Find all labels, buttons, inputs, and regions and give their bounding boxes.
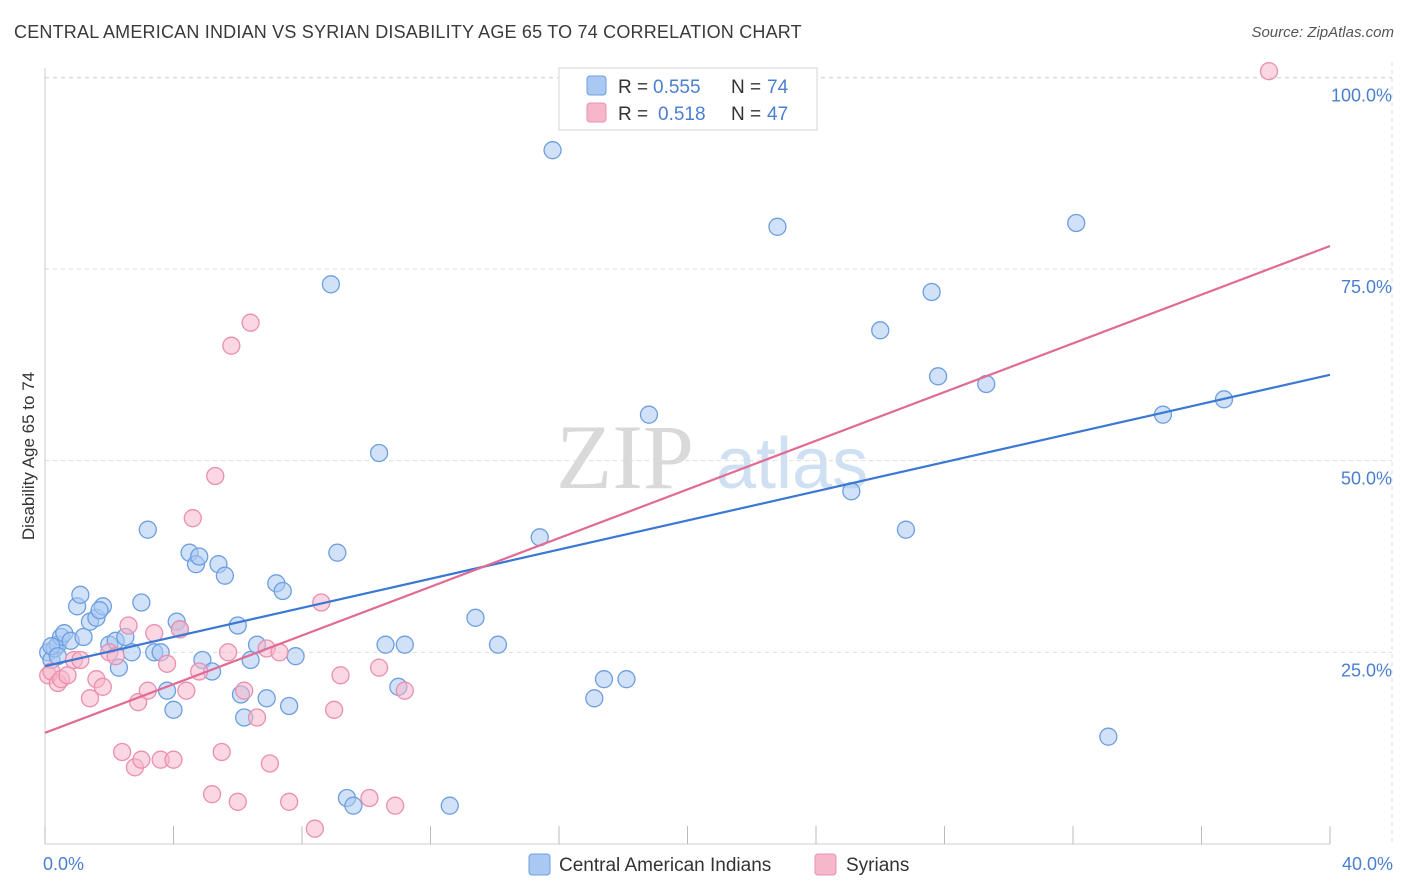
series-legend-label-pink: Syrians <box>846 855 909 876</box>
point-syrians-38 <box>279 792 299 811</box>
point-syrians-28 <box>212 742 231 762</box>
point-central-american-indians-50 <box>395 635 414 654</box>
point-syrians-23 <box>177 681 196 700</box>
point-central-american-indians-32 <box>215 566 235 585</box>
y-tick-label-1: 50.0% <box>1341 469 1392 489</box>
point-syrians-33 <box>241 313 260 332</box>
point-syrians-26 <box>202 785 222 804</box>
point-central-american-indians-55 <box>543 141 562 160</box>
point-syrians-27 <box>206 466 225 486</box>
point-central-american-indians-67 <box>1067 213 1086 233</box>
point-syrians-41 <box>324 700 344 719</box>
point-central-american-indians-63 <box>896 520 916 539</box>
legend-n-label-1: N = <box>731 77 761 98</box>
point-syrians-47 <box>1259 62 1279 81</box>
point-central-american-indians-53 <box>488 635 508 654</box>
y-tick-label-3: 100.0% <box>1331 85 1392 105</box>
point-central-american-indians-64 <box>922 282 941 302</box>
point-central-american-indians-42 <box>286 647 305 666</box>
point-central-american-indians-47 <box>369 443 389 463</box>
series-legend-swatch-pink <box>814 853 837 876</box>
stats-legend: R = 0.555 N = 74 R = 0.518 N = 47 <box>558 67 818 131</box>
point-central-american-indians-65 <box>928 367 948 386</box>
point-central-american-indians-52 <box>466 608 485 627</box>
point-central-american-indians-43 <box>321 275 341 294</box>
point-syrians-16 <box>132 750 151 769</box>
point-syrians-45 <box>386 796 405 815</box>
legend-r-label-2: R = <box>618 104 648 125</box>
series-legend-label-blue: Central American Indians <box>559 855 771 876</box>
point-syrians-7 <box>80 689 100 708</box>
svg-text:ZIP: ZIP <box>556 406 694 508</box>
point-central-american-indians-8 <box>71 585 90 604</box>
point-syrians-21 <box>164 750 183 769</box>
point-central-american-indians-51 <box>440 796 459 815</box>
point-syrians-32 <box>235 681 254 700</box>
point-syrians-29 <box>218 643 238 662</box>
point-syrians-30 <box>222 336 241 355</box>
point-central-american-indians-23 <box>164 700 183 719</box>
legend-swatch-blue <box>586 75 607 96</box>
y-tick-label-0: 25.0% <box>1341 660 1392 680</box>
point-central-american-indians-40 <box>273 581 292 601</box>
point-syrians-42 <box>331 666 350 685</box>
legend-r-label-1: R = <box>618 77 648 98</box>
point-syrians-36 <box>260 754 280 773</box>
legend-r-value-2: 0.518 <box>658 104 706 125</box>
point-syrians-13 <box>119 616 138 635</box>
point-central-american-indians-57 <box>594 670 614 689</box>
y-axis-label: Disability Age 65 to 74 <box>19 372 38 540</box>
series-central-american-indians <box>39 141 1234 815</box>
axes <box>44 68 1331 845</box>
point-central-american-indians-9 <box>74 627 93 647</box>
legend-swatch-pink <box>586 102 607 123</box>
point-central-american-indians-44 <box>328 543 347 562</box>
point-central-american-indians-18 <box>132 593 151 612</box>
point-syrians-12 <box>112 742 132 762</box>
point-syrians-9 <box>93 677 112 696</box>
x-tick-label-1: 40.0% <box>1342 854 1393 874</box>
point-syrians-20 <box>157 654 177 673</box>
legend-r-value-1: 0.555 <box>653 77 701 98</box>
series-legend: Central American Indians Syrians <box>528 853 909 876</box>
point-central-american-indians-46 <box>344 796 363 815</box>
point-central-american-indians-28 <box>190 547 209 566</box>
series-syrians <box>39 62 1279 838</box>
point-syrians-24 <box>183 509 202 528</box>
point-central-american-indians-59 <box>639 405 659 424</box>
legend-n-value-1: 74 <box>767 77 789 98</box>
y-tick-label-2: 75.0% <box>1341 277 1392 297</box>
point-syrians-46 <box>395 681 414 700</box>
point-central-american-indians-58 <box>617 670 636 689</box>
point-syrians-44 <box>369 658 389 677</box>
point-central-american-indians-60 <box>768 217 787 236</box>
point-syrians-39 <box>305 819 325 838</box>
point-syrians-31 <box>228 792 247 811</box>
point-syrians-43 <box>360 788 379 808</box>
series-legend-swatch-blue <box>528 853 551 876</box>
point-central-american-indians-38 <box>257 689 276 708</box>
x-tick-label-0: 0.0% <box>43 854 84 874</box>
source-label: Source: ZipAtlas.com <box>1251 24 1394 41</box>
point-syrians-34 <box>247 708 267 727</box>
tick-labels: 25.0% 50.0% 75.0% 100.0% 0.0% 40.0% <box>43 85 1393 874</box>
point-syrians-4 <box>58 666 77 685</box>
point-central-american-indians-73 <box>90 601 109 620</box>
watermark-logo: ZIP atlas <box>556 406 868 508</box>
point-central-american-indians-33 <box>228 616 247 635</box>
trend-lines <box>44 244 1331 734</box>
trend-line-syrians <box>44 244 1331 734</box>
point-central-american-indians-56 <box>585 689 604 708</box>
point-central-american-indians-41 <box>279 696 299 716</box>
point-central-american-indians-48 <box>376 635 395 654</box>
trend-line-central-american-indians <box>44 373 1331 668</box>
chart-title: CENTRAL AMERICAN INDIAN VS SYRIAN DISABI… <box>14 22 802 42</box>
point-central-american-indians-62 <box>871 321 890 340</box>
legend-n-value-2: 47 <box>767 104 788 125</box>
point-central-american-indians-68 <box>1099 727 1118 746</box>
point-central-american-indians-19 <box>138 520 157 539</box>
legend-n-label-2: N = <box>731 104 761 125</box>
